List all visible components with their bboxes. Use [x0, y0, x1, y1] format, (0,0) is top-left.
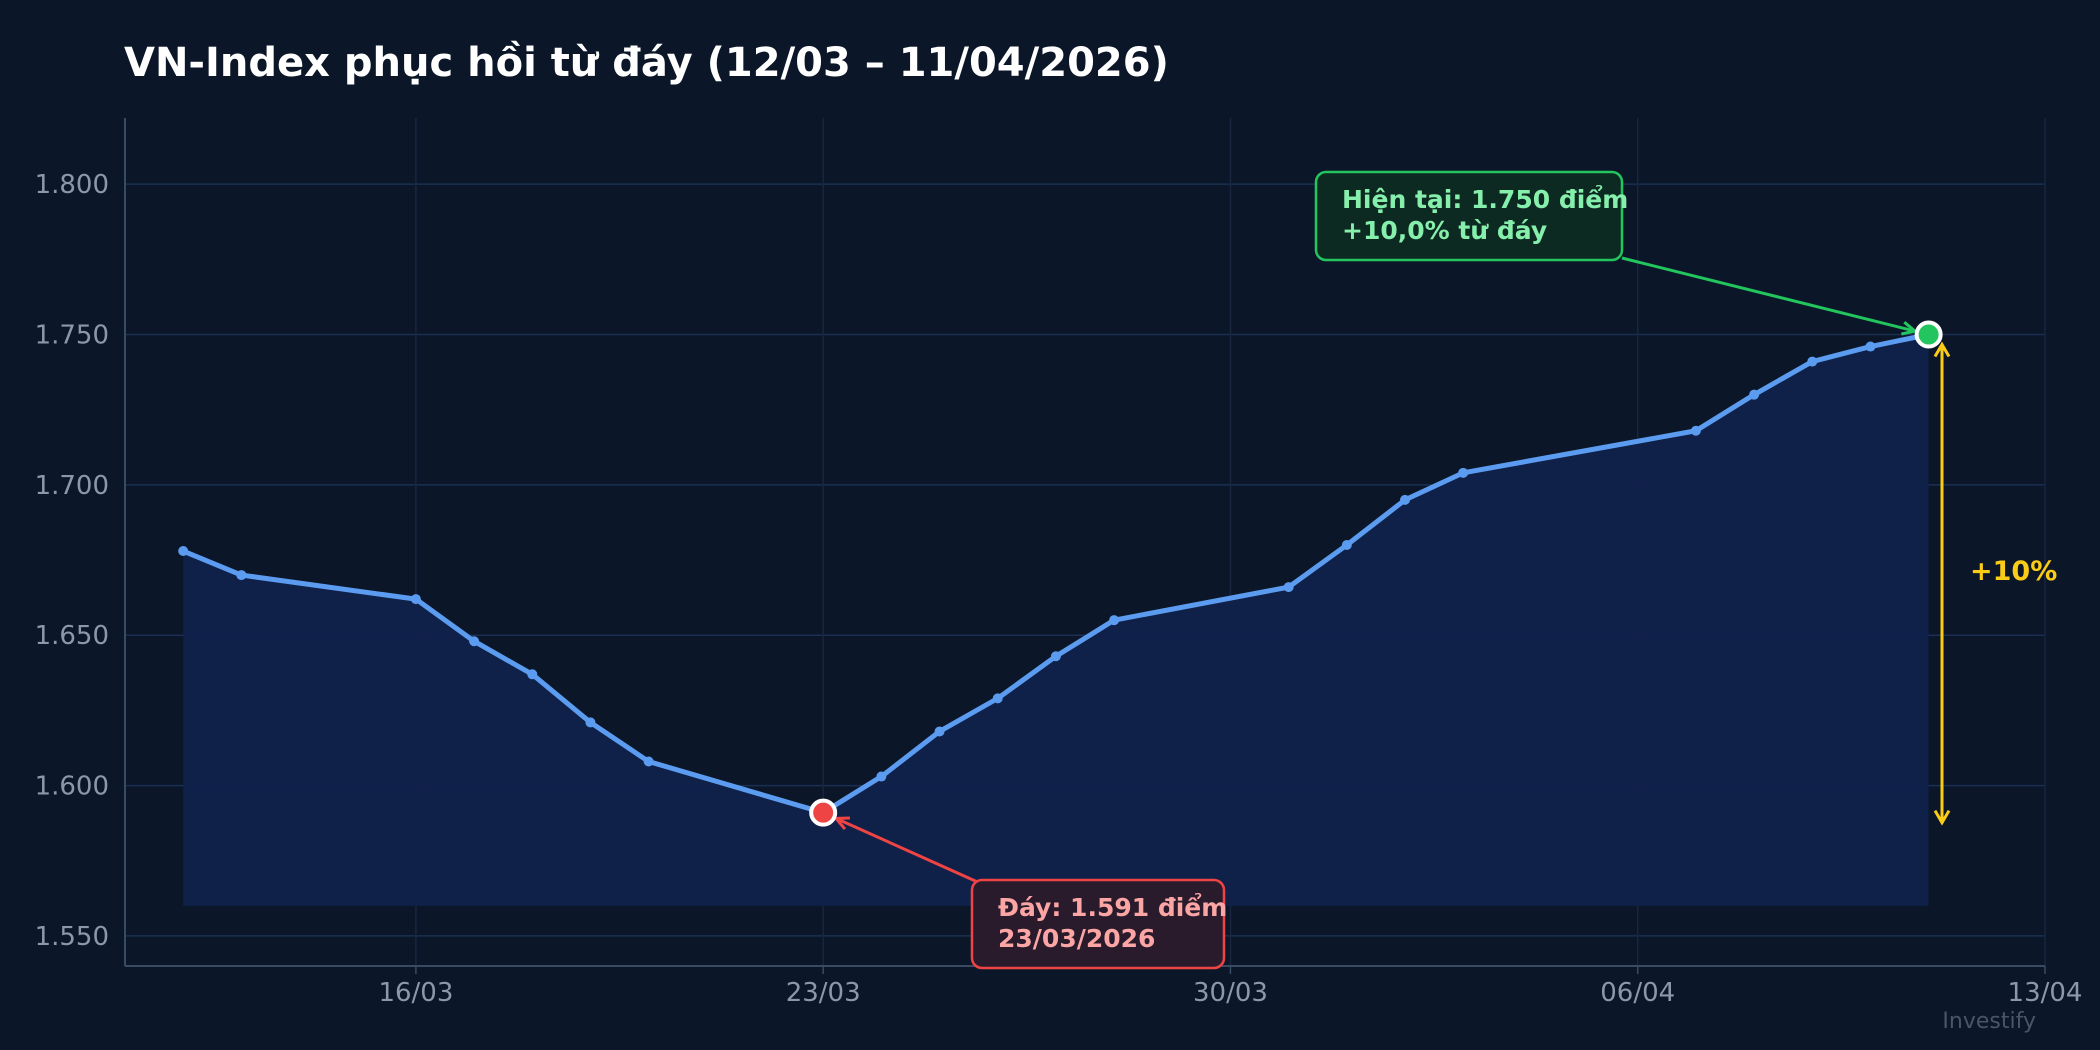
- current-point-marker: [1914, 320, 1943, 349]
- low-arrow: [835, 817, 983, 886]
- y-tick-label: 1.650: [35, 621, 109, 651]
- data-point: [1341, 540, 1352, 551]
- chart-title: VN-Index phục hồi từ đáy (12/03 – 11/04/…: [124, 40, 1169, 86]
- current-label-text: Hiện tại: 1.750 điểm: [1342, 184, 1628, 214]
- data-point: [236, 570, 247, 581]
- range-arrow-top: [1933, 341, 1951, 358]
- x-tick-label: 06/04: [1600, 978, 1675, 1008]
- data-point: [1283, 582, 1294, 593]
- current-arrow: [1621, 256, 1916, 333]
- range-label: +10%: [1970, 556, 2057, 587]
- data-point: [1400, 494, 1410, 505]
- data-point: [410, 594, 421, 605]
- data-point: [1865, 341, 1876, 352]
- x-tick-label: 23/03: [786, 978, 861, 1008]
- data-point: [876, 771, 887, 782]
- range-marker: +10%: [1933, 341, 2057, 826]
- data-point: [1807, 356, 1818, 367]
- low-label-text: 23/03/2026: [998, 924, 1155, 953]
- x-tick-label: 13/04: [2008, 978, 2083, 1008]
- data-point: [934, 726, 945, 737]
- data-point: [992, 693, 1003, 704]
- low-label-text: Đáy: 1.591 điểm: [998, 892, 1227, 922]
- data-point: [1749, 389, 1760, 400]
- y-tick-label: 1.800: [35, 170, 109, 200]
- data-point: [469, 636, 480, 647]
- data-point: [1050, 651, 1061, 662]
- y-tick-label: 1.750: [35, 321, 109, 351]
- current-label-text: +10,0% từ đáy: [1342, 216, 1547, 245]
- y-tick-label: 1.600: [35, 772, 109, 802]
- area-fill: [183, 334, 1929, 906]
- y-tick-label: 1.700: [35, 471, 109, 501]
- current-arrow-head: [1901, 321, 1919, 336]
- series-line-path: [180, 332, 1932, 816]
- data-point: [643, 756, 654, 767]
- area: [183, 334, 1929, 906]
- watermark: Investify: [1942, 1009, 2036, 1034]
- y-tick-label: 1.550: [35, 922, 109, 952]
- range-arrow-bottom: [1933, 809, 1951, 826]
- series-line: [180, 332, 1932, 816]
- data-point: [1458, 467, 1469, 478]
- ticks: 1.550 1.600 1.650 1.700 1.750 1.800 16/03 23/03…: [35, 170, 2083, 1008]
- series-points: [178, 329, 1934, 818]
- x-tick-label: 30/03: [1193, 978, 1268, 1008]
- data-point: [1690, 425, 1701, 436]
- data-point: [178, 546, 189, 557]
- low-label-box: [970, 878, 1226, 970]
- data-point: [1109, 615, 1120, 626]
- data-point: [527, 669, 538, 680]
- x-tick-label: 16/03: [378, 978, 453, 1008]
- low-point-marker: [809, 798, 838, 827]
- current-label-box: [1314, 170, 1624, 262]
- data-point: [585, 717, 596, 728]
